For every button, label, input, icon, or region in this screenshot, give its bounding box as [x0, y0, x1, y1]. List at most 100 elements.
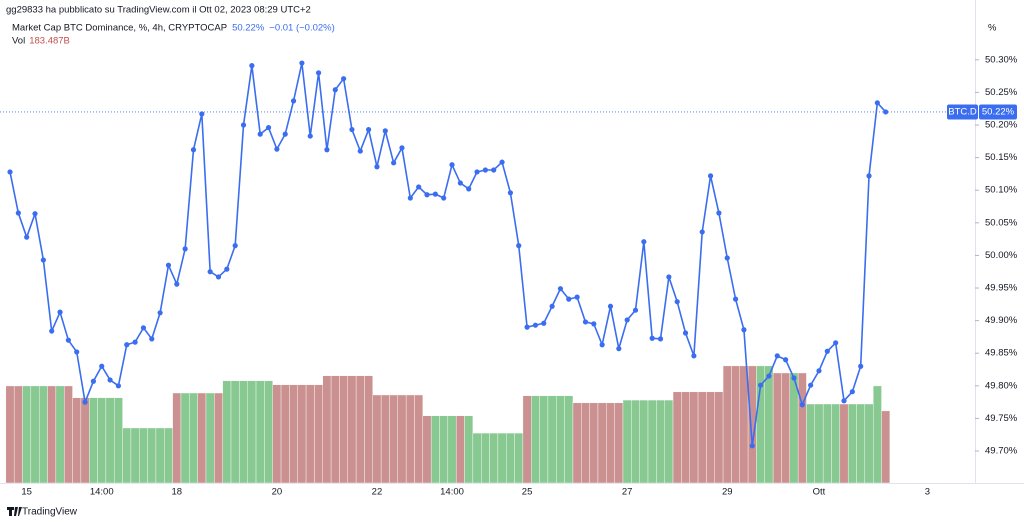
- volume-bar: [197, 392, 207, 484]
- price-point: [641, 239, 647, 245]
- volume-bar: [831, 403, 841, 484]
- volume-bar: [797, 372, 807, 484]
- price-point: [591, 321, 597, 327]
- price-point: [691, 353, 697, 359]
- volume-bar: [189, 392, 198, 484]
- price-label: 50.22%: [232, 23, 265, 34]
- price-point: [866, 173, 872, 179]
- price-point: [766, 373, 772, 379]
- volume-bar: [506, 432, 515, 484]
- volume-bar: [714, 391, 724, 484]
- volume-bar: [397, 394, 407, 484]
- axis-unit: %: [988, 23, 997, 34]
- price-point: [716, 210, 722, 216]
- price-point: [357, 148, 363, 154]
- price-point: [240, 122, 247, 128]
- volume-bar: [589, 402, 599, 484]
- price-point: [232, 243, 238, 249]
- price-point: [349, 126, 355, 133]
- price-point: [190, 147, 197, 153]
- y-tick-label: 50.10%: [985, 185, 1018, 196]
- price-point: [816, 368, 822, 374]
- price-point: [366, 126, 372, 133]
- price-point: [32, 211, 38, 217]
- price-point: [741, 327, 747, 333]
- volume-bar: [214, 392, 223, 484]
- price-point: [824, 348, 830, 354]
- price-point: [516, 243, 522, 249]
- volume-bar: [222, 380, 232, 484]
- volume-bar: [155, 427, 165, 484]
- volume-bar: [881, 410, 891, 484]
- volume-bar: [681, 391, 690, 484]
- volume-bar: [389, 394, 399, 484]
- price-point: [524, 324, 530, 330]
- price-point: [724, 255, 730, 261]
- volume-bar: [672, 391, 682, 484]
- price-tag-value: 50.22%: [982, 106, 1015, 117]
- volume-bar: [305, 384, 315, 484]
- price-point: [115, 383, 122, 389]
- volume-bar: [489, 432, 499, 484]
- volume-bar: [781, 372, 790, 484]
- x-tick-label: Ott: [813, 487, 826, 498]
- price-point: [224, 266, 230, 272]
- price-point: [391, 160, 397, 166]
- price-point: [833, 340, 839, 346]
- volume-label: 183.487B: [29, 36, 70, 47]
- price-point: [416, 184, 422, 190]
- y-tick-label: 49.90%: [985, 315, 1018, 326]
- price-point: [499, 159, 505, 165]
- y-tick-label: 49.75%: [985, 413, 1018, 424]
- volume-bar: [264, 380, 273, 484]
- volume-bar: [689, 391, 699, 484]
- price-point: [424, 192, 430, 198]
- price-point: [132, 339, 138, 345]
- volume-bar: [430, 415, 440, 484]
- volume-bar: [289, 384, 298, 484]
- price-point: [541, 320, 547, 326]
- price-point: [324, 147, 330, 153]
- volume-bar: [339, 375, 348, 484]
- price-point: [649, 335, 655, 341]
- volume-bar: [706, 391, 715, 484]
- price-point: [265, 124, 272, 131]
- x-tick-label: 15: [21, 487, 32, 498]
- y-tick-label: 50.05%: [985, 217, 1018, 228]
- price-point: [666, 274, 672, 280]
- price-point: [616, 346, 622, 352]
- volume-bar: [372, 394, 382, 484]
- volume-bar: [631, 399, 640, 484]
- price-point: [549, 303, 555, 309]
- price-point: [374, 164, 380, 170]
- x-tick-label: 27: [622, 487, 633, 498]
- volume-bar: [38, 385, 48, 484]
- price-point: [282, 131, 288, 137]
- price-point: [441, 195, 447, 201]
- volume-bar: [64, 385, 73, 484]
- volume-bar: [556, 395, 565, 484]
- price-point: [90, 378, 96, 384]
- volume-bar: [722, 365, 732, 484]
- volume-bar: [856, 403, 866, 484]
- price-point: [624, 317, 630, 323]
- volume-bar: [664, 399, 674, 484]
- price-point: [341, 76, 347, 82]
- volume-bar: [364, 375, 373, 484]
- volume-bar: [72, 397, 82, 484]
- price-point: [758, 382, 764, 388]
- volume-bar: [22, 385, 32, 484]
- volume-bar: [55, 385, 65, 484]
- price-point: [574, 294, 580, 300]
- price-point: [140, 325, 147, 331]
- price-point: [774, 353, 780, 359]
- x-tick-label: 18: [172, 487, 183, 498]
- volume-bar: [297, 384, 307, 484]
- volume-bar: [464, 415, 474, 484]
- price-point: [82, 399, 88, 405]
- price-point: [257, 131, 263, 137]
- x-tick-label: 20: [272, 487, 283, 498]
- volume-title: Vol: [12, 36, 25, 47]
- price-point: [699, 229, 705, 235]
